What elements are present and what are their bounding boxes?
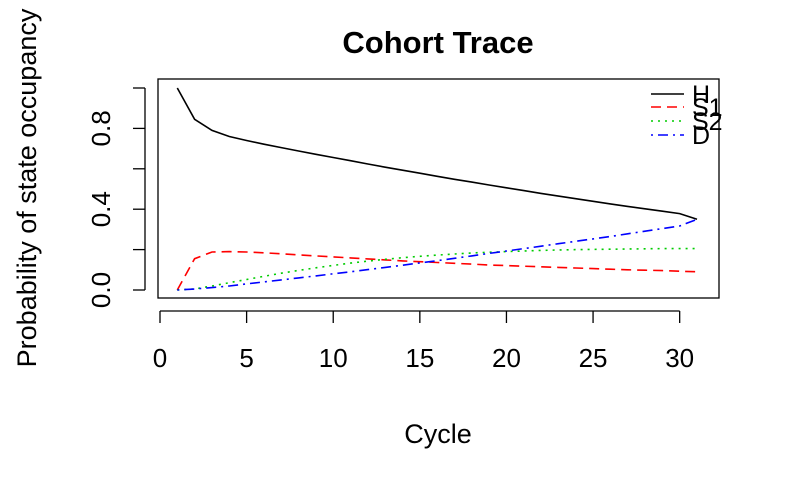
x-tick-label: 30 — [665, 343, 694, 373]
y-axis-label: Probability of state occupancy — [12, 8, 42, 367]
legend-label-s2: S2 — [692, 108, 723, 136]
legend-label-d: D — [692, 122, 710, 150]
x-tick-label: 25 — [579, 343, 608, 373]
series-lines — [176, 87, 698, 291]
series-line-d — [177, 218, 698, 291]
series-line-h — [176, 87, 698, 221]
x-tick-label: 15 — [405, 343, 434, 373]
x-tick-label: 0 — [153, 343, 167, 373]
x-tick-label: 5 — [239, 343, 253, 373]
legend-label-s1: S1 — [692, 94, 723, 122]
series-line-s1 — [176, 250, 698, 291]
legend-label-h: H — [692, 81, 710, 109]
y-tick-label: 0.8 — [86, 110, 116, 146]
y-tick-label: 0.0 — [86, 272, 116, 308]
y-axis: 0.0 0.4 0.8 — [86, 87, 146, 308]
chart-title: Cohort Trace — [342, 25, 533, 60]
x-tick-label: 10 — [319, 343, 348, 373]
series-line-s2 — [177, 247, 697, 291]
y-tick-label: 0.4 — [86, 191, 116, 227]
x-axis: 0 5 10 15 20 25 30 — [153, 310, 694, 373]
x-axis-label: Cycle — [404, 419, 472, 449]
x-tick-label: 20 — [492, 343, 521, 373]
plot-frame — [157, 78, 720, 299]
